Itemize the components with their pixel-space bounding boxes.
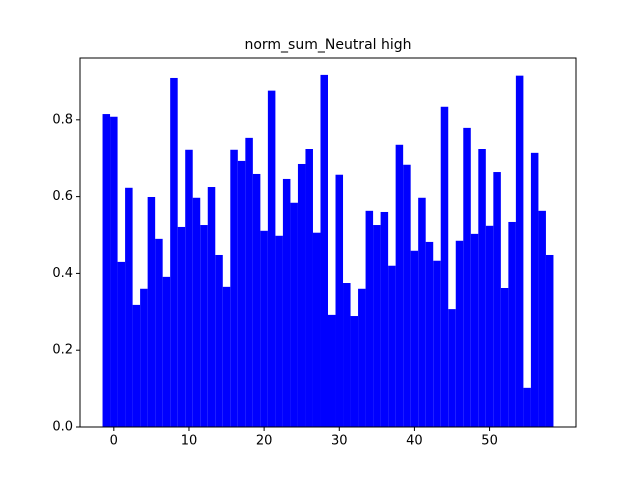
bar (538, 210, 546, 427)
x-tick-label: 0 (110, 434, 118, 449)
bar (463, 127, 471, 427)
bar (388, 265, 396, 427)
y-tick-label: 0.2 (52, 343, 73, 358)
bar (530, 152, 539, 427)
bar (275, 235, 283, 427)
bar (222, 286, 231, 427)
y-tick-label: 0.0 (52, 420, 73, 435)
bar (380, 211, 389, 427)
bar (192, 197, 201, 427)
bar (523, 387, 531, 427)
bar (373, 225, 381, 427)
bar (335, 174, 344, 427)
x-tick-label: 30 (331, 434, 348, 449)
bar (282, 178, 291, 427)
bar (147, 196, 156, 427)
bar (215, 254, 223, 427)
x-tick-label: 50 (481, 434, 498, 449)
x-tick-label: 40 (406, 434, 423, 449)
bar (125, 187, 133, 427)
bar (162, 276, 171, 427)
bar (102, 114, 111, 427)
bar (493, 172, 501, 427)
bar (290, 202, 298, 427)
bar (140, 288, 148, 427)
bar (478, 149, 486, 427)
bar (305, 149, 313, 427)
bar (132, 304, 141, 427)
bar (425, 241, 434, 427)
bar (440, 106, 449, 427)
bar (545, 254, 554, 427)
bar (395, 144, 404, 427)
bar (365, 210, 374, 427)
bar (320, 74, 328, 427)
y-tick-label: 0.8 (52, 112, 73, 127)
bar (403, 164, 411, 427)
x-tick-label: 20 (256, 434, 273, 449)
y-tick-label: 0.4 (52, 266, 73, 281)
bar (328, 314, 336, 427)
y-tick-label: 0.6 (52, 189, 73, 204)
bar (260, 230, 268, 427)
bar (110, 116, 118, 428)
bar (508, 221, 516, 427)
x-tick-label: 10 (181, 434, 198, 449)
bar (177, 226, 186, 427)
bar (237, 160, 246, 427)
bar (200, 225, 208, 427)
bar (312, 232, 321, 427)
bar (185, 149, 193, 428)
bar (470, 233, 479, 427)
bar (267, 90, 276, 427)
bar (252, 173, 261, 427)
bar (358, 288, 366, 427)
chart-title: norm_sum_Neutral high (244, 37, 411, 53)
bar (245, 137, 253, 427)
bar (155, 238, 163, 427)
bar (448, 309, 456, 427)
bar (418, 197, 426, 427)
bar (343, 283, 351, 427)
bar (350, 316, 359, 427)
bar (433, 260, 441, 427)
bar (207, 187, 216, 427)
bar (117, 261, 126, 427)
bar (230, 149, 238, 428)
bar (500, 288, 509, 427)
plot-frame (79, 57, 577, 428)
bar (485, 225, 494, 427)
bar (170, 77, 178, 427)
bar (297, 163, 306, 427)
bar (515, 75, 524, 428)
bar (410, 250, 419, 427)
bar (455, 240, 464, 427)
